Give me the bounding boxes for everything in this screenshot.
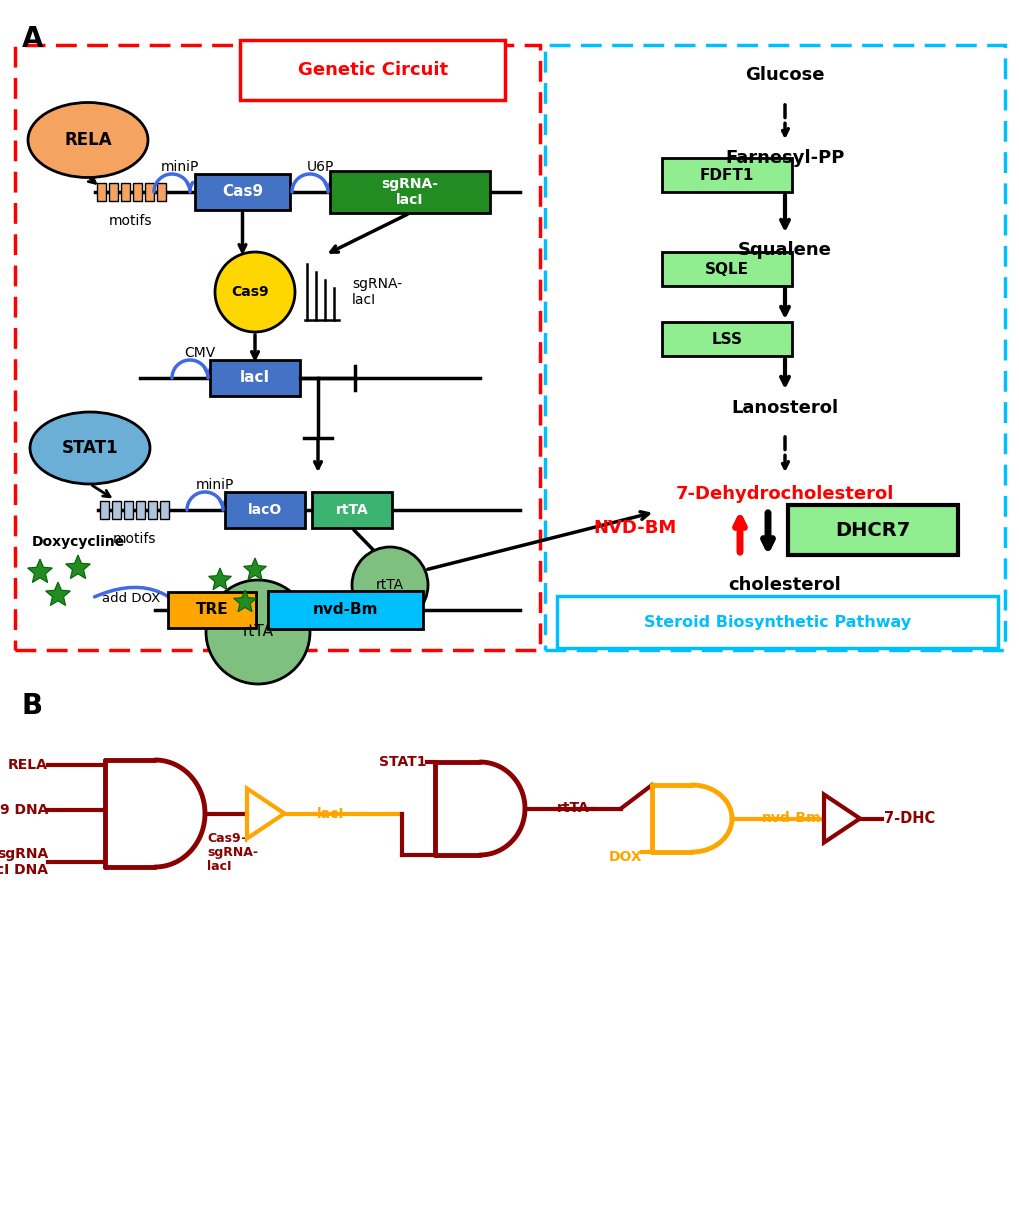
Text: Cas9: Cas9 — [222, 184, 263, 199]
Text: miniP: miniP — [196, 478, 234, 492]
Polygon shape — [46, 582, 70, 605]
Bar — [157, 183, 166, 200]
Bar — [100, 501, 109, 519]
Text: RELA: RELA — [64, 132, 112, 149]
Bar — [148, 501, 157, 519]
Circle shape — [206, 581, 310, 684]
Bar — [97, 183, 106, 200]
Bar — [124, 501, 132, 519]
Text: nvd-Bm: nvd-Bm — [313, 603, 378, 617]
Text: lacO: lacO — [248, 503, 282, 517]
Text: rtTA: rtTA — [556, 802, 589, 815]
Ellipse shape — [28, 102, 148, 177]
Text: STAT1: STAT1 — [61, 439, 118, 458]
Bar — [788, 506, 957, 555]
Text: nvd-Bm: nvd-Bm — [761, 812, 820, 825]
Bar — [145, 183, 154, 200]
Bar — [136, 501, 145, 519]
Text: sgRNA-
lacI: sgRNA- lacI — [381, 177, 438, 207]
Circle shape — [215, 252, 294, 332]
Bar — [168, 592, 256, 629]
Text: 7-Dehydrocholesterol: 7-Dehydrocholesterol — [676, 485, 894, 503]
Text: DHCR7: DHCR7 — [835, 520, 910, 540]
Text: Cas9+
sgRNA-
lacI: Cas9+ sgRNA- lacI — [207, 831, 258, 873]
Text: STAT1: STAT1 — [379, 755, 427, 769]
Bar — [661, 157, 791, 192]
Bar — [132, 183, 142, 200]
FancyBboxPatch shape — [239, 41, 504, 100]
Text: U6P: U6P — [306, 160, 333, 173]
Bar — [661, 252, 791, 287]
Text: lacI: lacI — [239, 370, 270, 385]
Text: add DOX: add DOX — [102, 592, 160, 604]
Circle shape — [352, 547, 428, 624]
Polygon shape — [28, 558, 52, 583]
Text: sgRNA
-lacI DNA: sgRNA -lacI DNA — [0, 847, 48, 877]
Polygon shape — [65, 555, 91, 578]
Text: FDFT1: FDFT1 — [699, 167, 753, 182]
Text: rtTA: rtTA — [335, 503, 368, 517]
Text: Cas9: Cas9 — [231, 285, 269, 299]
Polygon shape — [208, 568, 231, 589]
Bar — [121, 183, 129, 200]
Bar — [330, 171, 489, 213]
Text: rtTA: rtTA — [376, 578, 404, 592]
Polygon shape — [233, 590, 256, 611]
Bar — [225, 492, 305, 528]
Text: A: A — [22, 25, 44, 53]
Text: SQLE: SQLE — [704, 262, 748, 277]
Text: rtTA: rtTA — [243, 625, 273, 640]
Ellipse shape — [30, 412, 150, 483]
Bar — [112, 501, 121, 519]
Text: Farnesyl-PP: Farnesyl-PP — [725, 149, 844, 167]
Text: Steroid Biosynthetic Pathway: Steroid Biosynthetic Pathway — [644, 615, 911, 630]
Text: NVD-BM: NVD-BM — [593, 519, 676, 538]
Text: CMV: CMV — [184, 346, 215, 360]
FancyBboxPatch shape — [556, 597, 997, 648]
Text: cholesterol: cholesterol — [728, 576, 841, 594]
Bar — [109, 183, 118, 200]
Polygon shape — [244, 558, 266, 579]
Text: Doxycycline: Doxycycline — [32, 535, 125, 549]
Bar — [268, 590, 423, 629]
Text: B: B — [22, 692, 43, 720]
Text: Cas9 DNA: Cas9 DNA — [0, 803, 48, 817]
Bar — [210, 360, 300, 396]
Text: Lanosterol: Lanosterol — [731, 399, 838, 417]
Text: lacI: lacI — [316, 807, 343, 820]
Text: 7-DHC: 7-DHC — [883, 811, 934, 827]
Bar — [195, 173, 289, 210]
Text: Squalene: Squalene — [738, 241, 832, 260]
Text: LSS: LSS — [711, 332, 742, 347]
Bar — [661, 322, 791, 355]
Text: Glucose: Glucose — [745, 66, 824, 84]
Text: Genetic Circuit: Genetic Circuit — [298, 62, 447, 79]
Text: motifs: motifs — [108, 214, 152, 228]
Bar — [160, 501, 169, 519]
Text: motifs: motifs — [113, 533, 157, 546]
Text: sgRNA-
lacI: sgRNA- lacI — [352, 277, 401, 306]
Text: RELA: RELA — [8, 758, 48, 772]
Text: DOX: DOX — [607, 850, 641, 863]
Text: TRE: TRE — [196, 603, 228, 617]
Text: miniP: miniP — [161, 160, 199, 173]
Bar — [312, 492, 391, 528]
